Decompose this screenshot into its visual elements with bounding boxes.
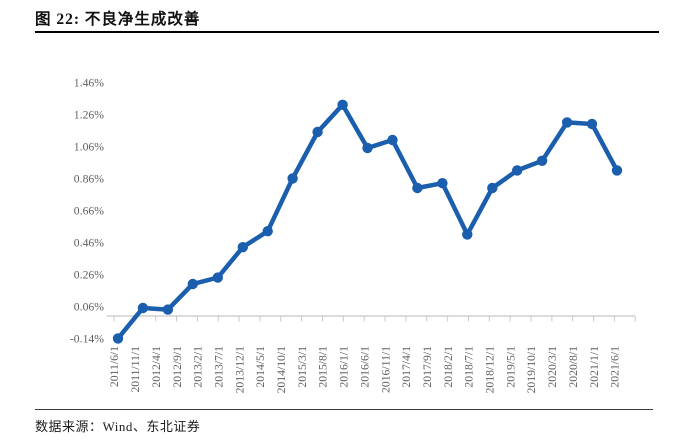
x-axis-label: 2018/7/1 bbox=[463, 346, 476, 388]
data-point-marker bbox=[561, 117, 573, 128]
data-point-marker bbox=[611, 165, 623, 176]
x-axis-label: 2021/6/1 bbox=[609, 346, 622, 388]
x-axis-label: 2016/1/1 bbox=[338, 346, 351, 388]
x-axis-label: 2013/7/1 bbox=[212, 346, 225, 388]
x-axis-label: 2014/10/1 bbox=[275, 346, 288, 394]
x-axis-label: 2020/8/1 bbox=[567, 346, 580, 388]
data-point-marker bbox=[437, 178, 448, 189]
data-point-marker bbox=[262, 226, 273, 237]
y-axis-label: -0.14% bbox=[70, 333, 104, 346]
data-point-marker bbox=[362, 142, 373, 154]
data-point-marker bbox=[487, 182, 498, 194]
y-axis-label: 0.06% bbox=[74, 301, 104, 314]
data-point-marker bbox=[512, 165, 523, 176]
x-axis-label: 2013/12/1 bbox=[233, 346, 246, 394]
x-axis-label: 2019/10/1 bbox=[525, 346, 538, 394]
data-point-marker bbox=[237, 242, 248, 253]
y-axis-label: 1.26% bbox=[74, 109, 104, 122]
x-axis-label: 2019/5/1 bbox=[504, 346, 517, 388]
y-axis-label: 0.26% bbox=[74, 269, 104, 282]
x-axis-label: 2016/11/1 bbox=[379, 346, 392, 393]
data-point-marker bbox=[187, 278, 198, 290]
x-axis-label: 2018/2/1 bbox=[442, 346, 455, 388]
y-axis-label: 0.66% bbox=[74, 205, 104, 218]
data-point-marker bbox=[212, 272, 223, 283]
y-axis-label: 1.46% bbox=[74, 77, 104, 90]
figure-title: 图 22: 不良净生成改善 bbox=[35, 11, 201, 28]
data-point-marker bbox=[287, 173, 298, 184]
x-axis-label: 2017/4/1 bbox=[400, 346, 413, 388]
x-axis-label: 2017/9/1 bbox=[421, 346, 434, 388]
x-axis-label: 2011/11/1 bbox=[129, 346, 142, 393]
y-axis-label: 1.06% bbox=[74, 141, 104, 154]
x-axis-label: 2012/4/1 bbox=[150, 346, 163, 388]
data-point-marker bbox=[536, 155, 548, 166]
data-point-marker bbox=[462, 229, 473, 240]
x-axis-label: 2020/3/1 bbox=[546, 346, 559, 388]
x-axis-label: 2012/9/1 bbox=[171, 346, 184, 388]
x-axis-label: 2018/12/1 bbox=[484, 346, 497, 394]
y-axis-label: 0.86% bbox=[74, 173, 104, 186]
x-axis-label: 2021/1/1 bbox=[588, 346, 601, 388]
x-axis-label: 2014/5/1 bbox=[254, 346, 267, 388]
x-axis-label: 2015/3/1 bbox=[296, 346, 309, 388]
x-axis-label: 2015/8/1 bbox=[317, 346, 330, 388]
data-source: 数据来源：Wind、东北证券 bbox=[35, 419, 201, 434]
title-rule bbox=[35, 31, 659, 33]
data-point-marker bbox=[162, 304, 174, 315]
x-axis-label: 2011/6/1 bbox=[108, 346, 121, 387]
y-axis-label: 0.46% bbox=[74, 237, 104, 250]
x-axis-label: 2016/6/1 bbox=[358, 346, 371, 388]
x-axis-label: 2013/2/1 bbox=[192, 346, 205, 388]
data-point-marker bbox=[312, 126, 323, 138]
data-point-marker bbox=[586, 118, 598, 130]
data-point-marker bbox=[137, 302, 149, 314]
data-point-marker bbox=[412, 182, 423, 194]
data-point-marker bbox=[387, 134, 398, 146]
footer-rule bbox=[35, 409, 653, 410]
data-line bbox=[115, 102, 620, 341]
data-point-marker bbox=[112, 333, 124, 344]
data-point-marker bbox=[337, 99, 348, 111]
